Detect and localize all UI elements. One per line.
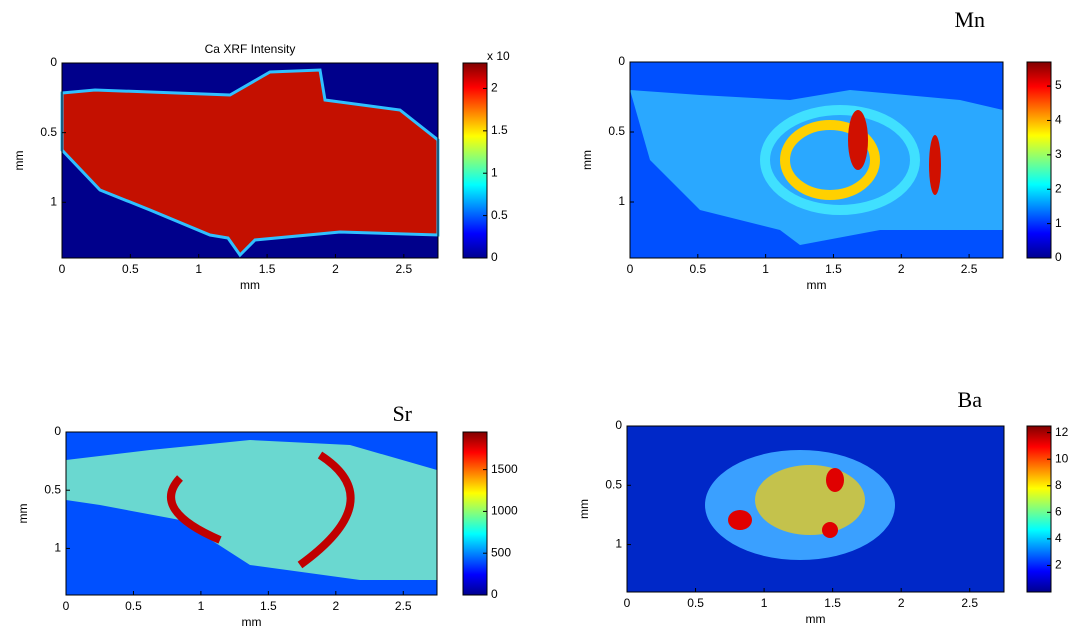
x-tick-label: 1 (761, 596, 768, 610)
map-feature (929, 135, 941, 195)
x-tick-label: 2.5 (395, 262, 412, 276)
colorbar-tick-label: 8 (1055, 478, 1062, 492)
x-tick-label: 1.5 (259, 262, 276, 276)
colorbar-tick-label: 500 (491, 545, 511, 559)
plot-frame (629, 61, 1004, 259)
chart-title: Ca XRF Intensity (205, 42, 296, 56)
colorbar (462, 431, 488, 596)
map-feature (822, 522, 838, 538)
x-tick-label: 2.5 (961, 262, 978, 276)
ca-map (60, 63, 440, 258)
colorbar-tick-label: 12 (1055, 425, 1069, 439)
colorbar-tick-label: 10 (1055, 451, 1069, 465)
colorbar-tick-label: 0 (491, 587, 498, 601)
y-axis-label: mm (580, 150, 594, 170)
x-tick-label: 0 (627, 262, 634, 276)
colorbar-tick-label: 6 (1055, 504, 1062, 518)
colorbar-tick-label: 2 (1055, 181, 1062, 195)
map-feature (760, 105, 920, 215)
sr-map (66, 432, 437, 595)
y-axis-label: mm (12, 151, 26, 171)
x-tick-label: 0 (59, 262, 66, 276)
y-tick-label: 1 (615, 537, 622, 551)
plot-frame (61, 62, 439, 259)
plot-frame (65, 431, 438, 596)
colorbar-tick-label: 1500 (491, 462, 518, 476)
x-tick-label: 2 (332, 599, 339, 613)
y-tick-label: 0.5 (44, 482, 61, 496)
colorbar-tick-label: 1 (1055, 216, 1062, 230)
map-feature (297, 451, 355, 569)
map-feature (848, 110, 868, 170)
x-tick-label: 2.5 (961, 596, 978, 610)
x-tick-label: 0.5 (122, 262, 139, 276)
colorbar-tick-label: 4 (1055, 113, 1062, 127)
colorbar-tick-label: 1.5 (491, 123, 508, 137)
y-tick-label: 0 (54, 424, 61, 438)
y-tick-label: 0.5 (608, 124, 625, 138)
x-tick-label: 1 (762, 262, 769, 276)
colorbar (1026, 425, 1052, 593)
colorbar-tick-label: 0.5 (491, 208, 508, 222)
map-region (630, 90, 1003, 245)
x-axis-label: mm (807, 278, 827, 292)
map-feature (167, 475, 222, 544)
x-tick-label: 0.5 (125, 599, 142, 613)
x-tick-label: 1 (195, 262, 202, 276)
x-tick-label: 1.5 (824, 596, 841, 610)
mn-map (630, 62, 1003, 258)
colorbar (1026, 61, 1052, 259)
colorbar-tick-label: 0 (491, 250, 498, 264)
x-tick-label: 0 (624, 596, 631, 610)
colorbar-tick-label: 5 (1055, 78, 1062, 92)
colorbar-label: x 10 (487, 49, 510, 63)
map-feature (780, 120, 880, 200)
map-feature (728, 510, 752, 530)
y-axis-label: mm (577, 499, 591, 519)
x-tick-label: 0 (63, 599, 70, 613)
x-axis-label: mm (242, 615, 262, 629)
colorbar-tick-label: 2 (1055, 558, 1062, 572)
colorbar-tick-label: 4 (1055, 531, 1062, 545)
plot-frame (626, 425, 1005, 593)
x-tick-label: 0.5 (687, 596, 704, 610)
x-tick-label: 2 (898, 596, 905, 610)
y-tick-label: 0.5 (605, 477, 622, 491)
x-tick-label: 0.5 (689, 262, 706, 276)
x-tick-label: 2 (332, 262, 339, 276)
y-tick-label: 1 (50, 194, 57, 208)
y-tick-label: 1 (618, 194, 625, 208)
y-tick-label: 0 (618, 54, 625, 68)
colorbar-tick-label: 2 (491, 81, 498, 95)
colorbar-tick-label: 1000 (491, 504, 518, 518)
chart-title: Mn (954, 7, 985, 32)
ba-map (627, 426, 1004, 592)
x-axis-label: mm (806, 612, 826, 626)
x-tick-label: 1 (198, 599, 205, 613)
y-tick-label: 1 (54, 541, 61, 555)
x-tick-label: 1.5 (260, 599, 277, 613)
chart-title: Sr (392, 401, 412, 426)
colorbar-tick-label: 1 (491, 165, 498, 179)
chart-title: Ba (958, 387, 983, 412)
map-feature (755, 465, 865, 535)
y-tick-label: 0 (615, 418, 622, 432)
x-tick-label: 2 (898, 262, 905, 276)
x-tick-label: 2.5 (395, 599, 412, 613)
colorbar (462, 62, 488, 259)
x-axis-label: mm (240, 278, 260, 292)
y-axis-label: mm (16, 504, 30, 524)
y-tick-label: 0 (50, 55, 57, 69)
map-feature (826, 468, 844, 492)
x-tick-label: 1.5 (825, 262, 842, 276)
y-tick-label: 0.5 (40, 125, 57, 139)
colorbar-tick-label: 3 (1055, 147, 1062, 161)
colorbar-tick-label: 0 (1055, 250, 1062, 264)
map-region (60, 68, 440, 258)
